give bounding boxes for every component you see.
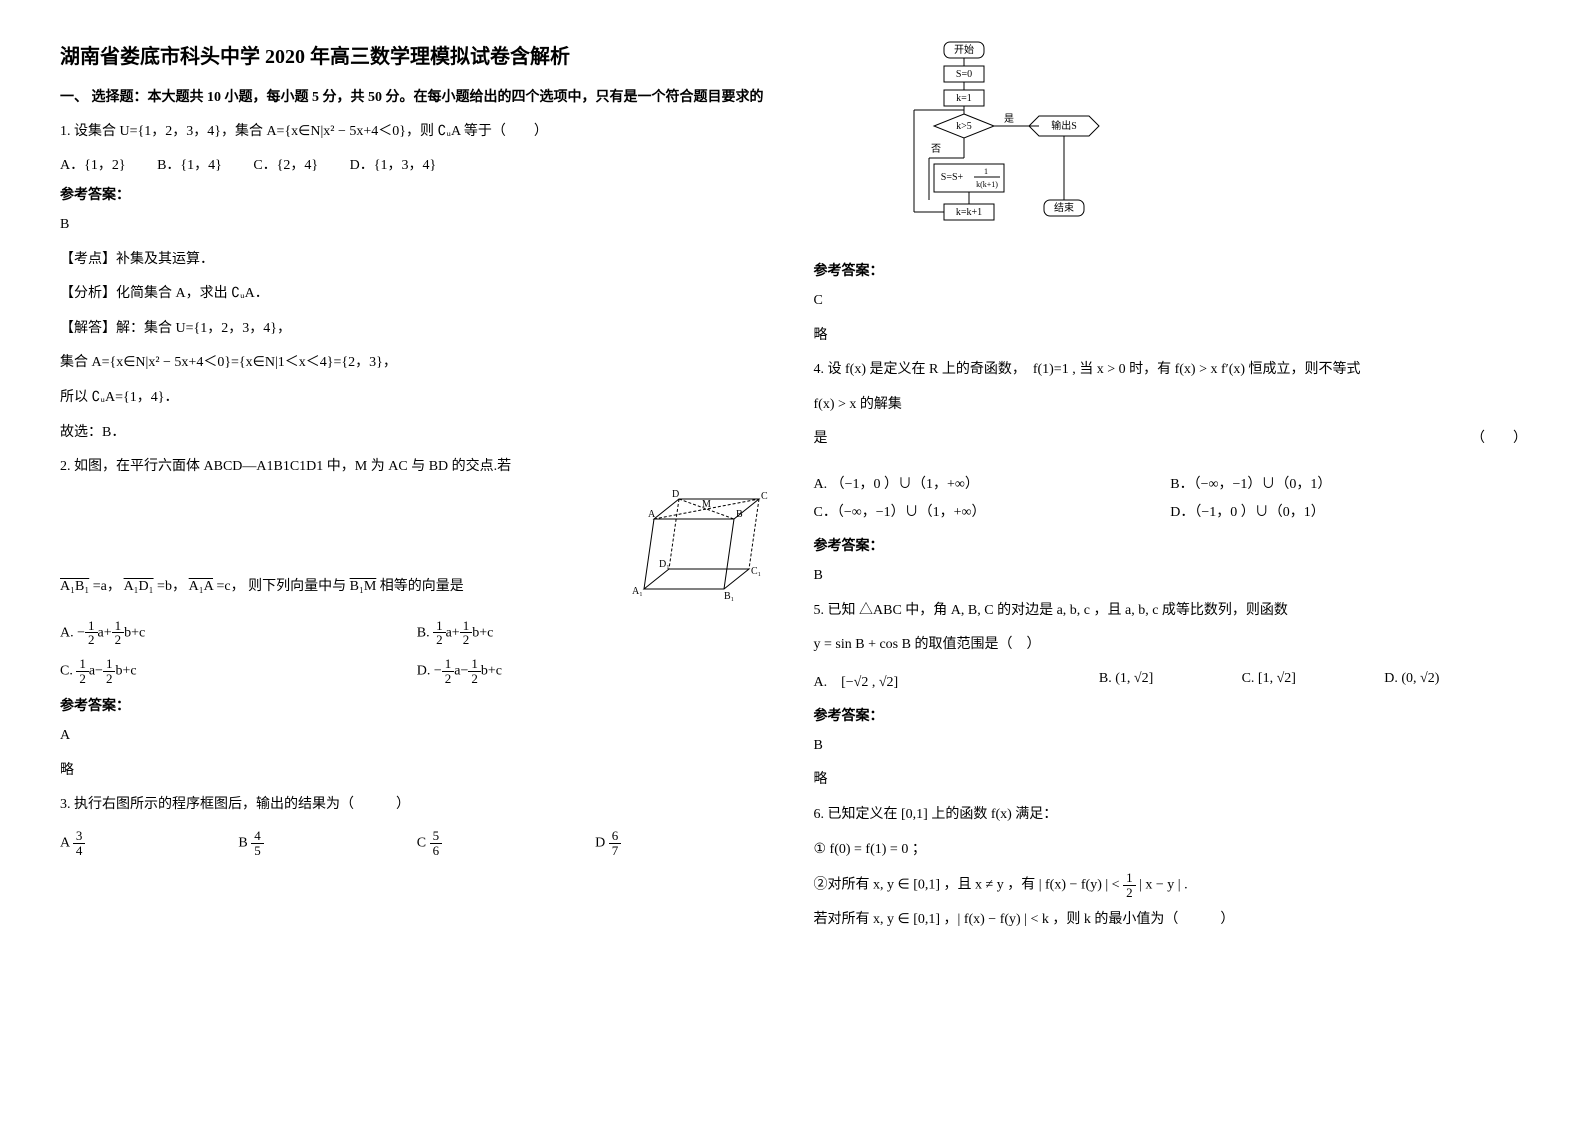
q2-answer: A	[60, 723, 774, 750]
q4-optC: C．（−∞，−1）∪（1，+∞）	[814, 501, 1171, 521]
q2-figure: M A B C D A₁ B₁ C₁ D₁	[624, 489, 774, 609]
svg-text:C₁: C₁	[751, 566, 761, 577]
q5-stem2: y = sin B + cos B 的取值范围是（ ）	[814, 632, 1528, 659]
svg-text:D₁: D₁	[659, 559, 670, 570]
q4-stem1: 4. 设 f(x) 是定义在 R 上的奇函数， f(1)=1 , 当 x > 0…	[814, 357, 1528, 384]
q3-stem: 3. 执行右图所示的程序框图后，输出的结果为（ ）	[60, 792, 774, 819]
svg-text:B₁: B₁	[724, 591, 734, 602]
q2-options-row2: C. 12a−12b+c D. −12a−12b+c	[60, 657, 774, 685]
q1-optD: D．{1，3，4}	[350, 158, 437, 173]
svg-text:k=1: k=1	[956, 93, 972, 104]
q2-answer-label: 参考答案：	[60, 695, 774, 715]
q2-optC: C. 12a−12b+c	[60, 657, 417, 685]
q2-optB: B. 12a+12b+c	[417, 619, 774, 647]
q6-c2: ②对所有 x, y ∈ [0,1] ，且 x ≠ y ，有 | f(x) − f…	[814, 871, 1528, 899]
q1-optA: A．{1，2}	[60, 158, 126, 173]
q2-options-row1: A. −12a+12b+c B. 12a+12b+c	[60, 619, 774, 647]
q5-answer: B	[814, 733, 1528, 760]
q4-optA: A. （−1，0 ）∪（1，+∞）	[814, 473, 1171, 493]
svg-text:A: A	[648, 509, 656, 520]
q5-optC: C. [1, √2]	[1242, 671, 1385, 691]
q1-stem: 1. 设集合 U={1，2，3，4}，集合 A={x∈N|x² − 5x+4＜0…	[60, 119, 774, 146]
q1-exp3: 【解答】解：集合 U={1，2，3，4}，	[60, 316, 774, 343]
svg-text:是: 是	[1004, 113, 1014, 125]
svg-text:否: 否	[931, 143, 941, 155]
svg-text:1: 1	[984, 167, 988, 176]
q3-answer-label: 参考答案：	[814, 260, 1528, 280]
q6-c3: 若对所有 x, y ∈ [0,1] ，| f(x) − f(y) | < k ，…	[814, 907, 1528, 934]
q3-optA: A 34	[60, 829, 238, 857]
svg-text:S=S+: S=S+	[940, 172, 963, 183]
q1-exp5: 所以 ∁ᵤA={1，4}．	[60, 385, 774, 412]
q1-exp1: 【考点】补集及其运算．	[60, 247, 774, 274]
section-heading: 一、 选择题：本大题共 10 小题，每小题 5 分，共 50 分。在每小题给出的…	[60, 87, 774, 109]
svg-text:A₁: A₁	[632, 586, 643, 597]
q4-options: A. （−1，0 ）∪（1，+∞） B．（−∞，−1）∪（0，1） C．（−∞，…	[814, 469, 1528, 525]
q4-optB: B．（−∞，−1）∪（0，1）	[1170, 473, 1527, 493]
q6-c1: ① f(0) = f(1) = 0 ；	[814, 837, 1528, 864]
q3-answer: C	[814, 288, 1528, 315]
q1-exp2: 【分析】化简集合 A，求出 ∁ᵤA．	[60, 281, 774, 308]
q2-vectors: A₁B₁ =a， A₁D₁ =b， A₁A =c， 则下列向量中与 B₁M 相等…	[60, 574, 624, 601]
svg-text:开始: 开始	[954, 43, 974, 56]
q2-optA: A. −12a+12b+c	[60, 619, 417, 647]
svg-text:k(k+1): k(k+1)	[976, 180, 998, 189]
q1-optB: B．{1，4}	[157, 158, 222, 173]
q1-answer: B	[60, 212, 774, 239]
q3-optB: B 45	[238, 829, 416, 857]
svg-text:k=k+1: k=k+1	[955, 207, 981, 218]
svg-text:k>5: k>5	[956, 121, 972, 132]
q3-optC: C 56	[417, 829, 595, 857]
q1-exp4: 集合 A={x∈N|x² − 5x+4＜0}={x∈N|1＜x＜4}={2，3}…	[60, 350, 774, 377]
q2-optD: D. −12a−12b+c	[417, 657, 774, 685]
page-title: 湖南省娄底市科头中学 2020 年高三数学理模拟试卷含解析	[60, 40, 774, 69]
q4-stem3: 是 （ ）	[814, 426, 1528, 453]
q4-stem2: f(x) > x 的解集	[814, 392, 1528, 419]
q5-optD: D. (0, √2)	[1384, 671, 1527, 691]
svg-text:输出S: 输出S	[1051, 119, 1077, 132]
q1-optC: C．{2，4}	[253, 158, 318, 173]
svg-text:B: B	[736, 509, 743, 520]
q2-exp: 略	[60, 758, 774, 785]
svg-text:C: C	[761, 491, 768, 502]
q3-options: A 34 B 45 C 56 D 67	[60, 829, 774, 857]
q5-options: A. [−√2 , √2] B. (1, √2] C. [1, √2] D. (…	[814, 667, 1528, 695]
svg-text:D: D	[672, 489, 679, 500]
svg-text:M: M	[702, 499, 711, 510]
q6-stem: 6. 已知定义在 [0,1] 上的函数 f(x) 满足：	[814, 802, 1528, 829]
q2-stem: 2. 如图，在平行六面体 ABCD—A1B1C1D1 中，M 为 AC 与 BD…	[60, 454, 774, 481]
q5-answer-label: 参考答案：	[814, 705, 1528, 725]
q3-flowchart: 开始 S=0 k=1 k>5 是 否 S=S+ 1 k(k+1) 输出S k=k…	[874, 40, 1528, 250]
q4-optD: D．（−1，0 ）∪（0，1）	[1170, 501, 1527, 521]
q5-exp: 略	[814, 767, 1528, 794]
q3-exp: 略	[814, 323, 1528, 350]
q5-optB: B. (1, √2]	[1099, 671, 1242, 691]
q1-exp6: 故选：B．	[60, 420, 774, 447]
svg-text:结束: 结束	[1054, 201, 1074, 214]
svg-text:S=0: S=0	[955, 69, 971, 80]
q4-answer: B	[814, 563, 1528, 590]
q4-answer-label: 参考答案：	[814, 535, 1528, 555]
q1-options: A．{1，2} B．{1，4} C．{2，4} D．{1，3，4}	[60, 154, 774, 174]
q5-optA: A. [−√2 , √2]	[814, 671, 1099, 691]
q1-answer-label: 参考答案：	[60, 184, 774, 204]
q5-stem: 5. 已知 △ABC 中，角 A, B, C 的对边是 a, b, c ，且 a…	[814, 598, 1528, 625]
q3-optD: D 67	[595, 829, 773, 857]
